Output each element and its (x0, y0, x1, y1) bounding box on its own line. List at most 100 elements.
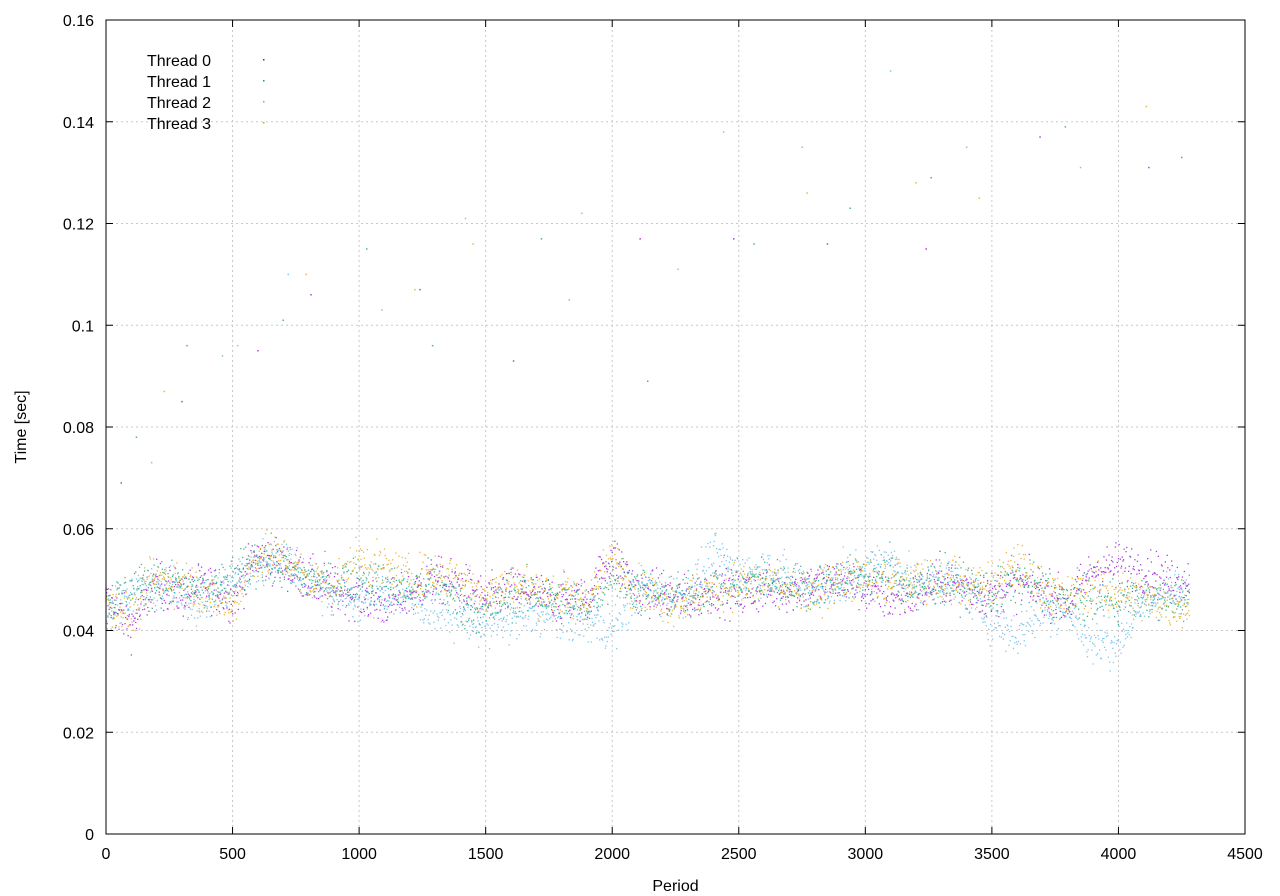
data-point (727, 592, 729, 594)
data-point (742, 576, 744, 578)
data-point (427, 557, 429, 559)
data-point (812, 594, 815, 596)
data-point (738, 605, 740, 607)
data-point (492, 579, 494, 581)
data-point (438, 594, 440, 596)
data-point (593, 599, 596, 601)
data-point (589, 601, 591, 603)
data-point (637, 588, 639, 590)
data-point (258, 556, 260, 558)
data-point (359, 585, 361, 587)
data-point (219, 584, 222, 586)
data-point (853, 598, 855, 600)
data-point (694, 609, 696, 611)
data-point (860, 600, 863, 602)
data-point (1069, 607, 1071, 609)
data-point (216, 614, 218, 616)
data-point (123, 633, 125, 635)
data-point (1133, 614, 1135, 616)
data-point (640, 609, 642, 611)
data-point (344, 582, 346, 584)
data-point (1029, 595, 1032, 598)
data-point (127, 625, 129, 628)
data-point (393, 595, 395, 597)
data-point (840, 584, 842, 586)
data-point (952, 575, 954, 577)
data-point (922, 589, 925, 591)
data-point (283, 554, 285, 557)
data-point (187, 585, 189, 587)
data-point (546, 579, 548, 581)
data-point (653, 605, 655, 607)
data-point (722, 603, 724, 605)
data-point (408, 610, 410, 612)
data-point (1028, 586, 1030, 588)
data-point (822, 569, 824, 571)
data-point (596, 601, 598, 604)
data-point (481, 605, 484, 607)
data-point (209, 567, 212, 570)
data-point (846, 577, 848, 579)
data-point (543, 601, 545, 603)
data-point (202, 611, 204, 614)
data-point (126, 598, 129, 600)
data-point (635, 606, 637, 608)
data-point (182, 599, 184, 601)
data-point (1057, 571, 1059, 573)
data-point (1059, 593, 1061, 596)
data-point (1171, 602, 1173, 604)
data-point (152, 583, 155, 585)
data-point (892, 593, 894, 595)
data-point (327, 583, 329, 585)
data-point (423, 593, 425, 596)
data-point (686, 609, 689, 611)
data-point (620, 577, 622, 580)
data-point (228, 592, 231, 594)
data-point (459, 611, 461, 613)
data-point (365, 576, 367, 579)
data-point (176, 562, 178, 564)
data-point (697, 594, 699, 596)
data-point (248, 580, 250, 582)
data-point (752, 602, 754, 604)
data-point (1076, 590, 1078, 592)
data-point (230, 588, 232, 590)
data-point (878, 574, 880, 576)
data-point (210, 571, 212, 573)
data-point (192, 605, 194, 607)
data-point (328, 596, 331, 598)
data-point (313, 595, 315, 597)
data-point (835, 572, 837, 574)
data-point (789, 582, 791, 584)
data-point (894, 580, 896, 582)
data-point (631, 570, 634, 572)
data-point (1118, 543, 1120, 546)
data-point (635, 577, 637, 579)
data-point (824, 563, 827, 566)
data-point (891, 592, 893, 594)
data-point (930, 565, 932, 567)
data-point (237, 608, 239, 611)
data-point (835, 578, 837, 581)
data-point (110, 616, 112, 619)
data-point (190, 574, 192, 576)
data-point (486, 598, 488, 600)
data-point (397, 565, 399, 567)
data-point (673, 625, 675, 628)
data-point (907, 606, 910, 608)
data-point (891, 587, 893, 590)
data-point (862, 584, 865, 586)
data-point (338, 557, 340, 560)
data-point (399, 594, 401, 596)
data-point (1042, 602, 1044, 604)
data-point (366, 568, 368, 570)
data-point (910, 582, 912, 584)
data-point (802, 596, 804, 598)
data-point (807, 592, 810, 594)
data-point (464, 580, 467, 582)
data-point (608, 584, 610, 586)
data-point (1064, 602, 1066, 604)
data-point (165, 580, 167, 583)
data-point (1115, 601, 1118, 603)
